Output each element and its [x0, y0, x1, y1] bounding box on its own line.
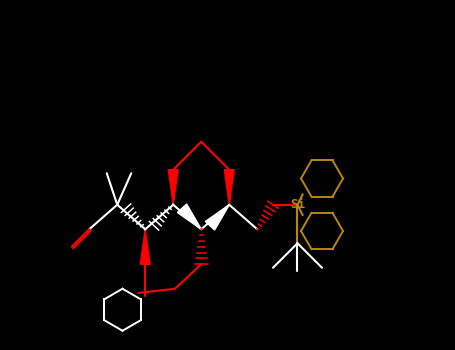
Polygon shape [205, 205, 229, 230]
Polygon shape [177, 204, 201, 229]
Polygon shape [168, 170, 178, 205]
Polygon shape [140, 229, 150, 264]
Polygon shape [224, 170, 234, 205]
Text: Si: Si [290, 198, 305, 211]
